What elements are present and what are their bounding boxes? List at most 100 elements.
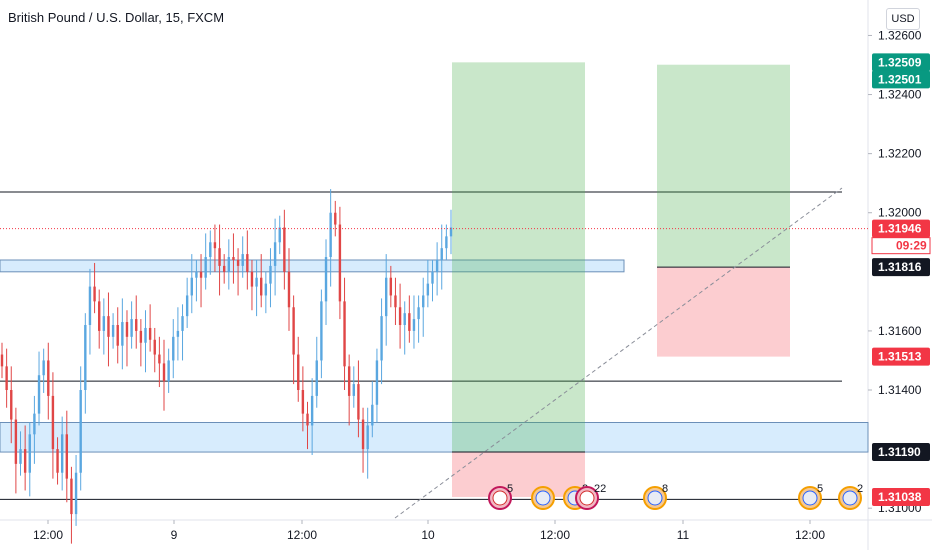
candle-body <box>324 257 328 302</box>
trend-line <box>394 187 843 519</box>
candle-body <box>60 434 64 473</box>
time-tick-label: 11 <box>677 528 690 542</box>
candle-body <box>255 277 258 287</box>
candle-body <box>139 330 143 343</box>
price-tag-label: 1.32509 <box>878 55 922 69</box>
price-tag <box>872 487 930 506</box>
price-tick-label: 1.31400 <box>878 383 922 397</box>
candle-body <box>250 271 254 287</box>
position-1-profit <box>657 64 790 268</box>
time-tick-label: 12:00 <box>33 528 63 542</box>
event-marker-us[interactable] <box>838 486 862 510</box>
time-tick-label: 12:00 <box>287 528 317 542</box>
candle-body <box>33 413 36 435</box>
candle-body <box>88 286 92 325</box>
candle-body <box>144 327 147 343</box>
candle-body <box>246 254 249 272</box>
countdown-label: 09:29 <box>896 239 927 253</box>
candle-body <box>287 271 291 308</box>
candle-body <box>56 449 59 473</box>
candle-body <box>222 265 226 272</box>
candle-body <box>431 271 434 284</box>
candle-body <box>422 295 425 308</box>
candle-body <box>278 227 281 243</box>
countdown-box <box>871 237 931 255</box>
price-tag <box>872 347 930 366</box>
candle-body <box>107 316 110 337</box>
candle-body <box>283 227 286 272</box>
price-tag <box>872 219 930 238</box>
candle-body <box>260 277 263 296</box>
candle-body <box>315 360 318 396</box>
candle-body <box>352 384 355 396</box>
price-tag <box>872 53 930 72</box>
candle-body <box>449 227 453 237</box>
candle-body <box>125 322 129 337</box>
candle-body <box>158 354 161 364</box>
price-tag-label: 1.31816 <box>878 260 922 274</box>
candle-body <box>93 286 96 302</box>
candle-body <box>102 316 106 331</box>
candle-body <box>148 327 152 340</box>
candle-body <box>320 301 323 361</box>
event-marker-count: 5 <box>817 483 823 495</box>
candle-body <box>84 325 87 390</box>
candle-body <box>74 472 78 515</box>
candle-body <box>10 390 13 420</box>
candle-body <box>204 257 207 278</box>
candle-body <box>380 316 383 361</box>
candle-body <box>297 354 300 390</box>
candle-body <box>181 316 184 331</box>
candle-body <box>130 319 133 337</box>
candle-body <box>213 242 217 249</box>
candle-body <box>167 360 170 382</box>
currency-button[interactable]: USD <box>886 8 920 30</box>
candle-body <box>408 313 411 331</box>
candle-body <box>14 419 18 464</box>
candle-body <box>310 395 314 426</box>
candle-body <box>162 363 166 382</box>
candle-body <box>199 271 203 278</box>
candle-body <box>375 360 379 405</box>
candle-body <box>42 360 45 376</box>
candle-body <box>28 434 31 473</box>
candle-body <box>366 425 369 450</box>
event-marker-gb[interactable] <box>488 486 512 510</box>
candle-body <box>338 224 342 302</box>
position-0-profit <box>452 62 585 453</box>
candle-body <box>389 277 393 296</box>
candle-body <box>435 260 439 272</box>
price-tag-label: 1.32501 <box>878 72 922 86</box>
event-marker-us[interactable] <box>643 486 667 510</box>
candle-body <box>227 257 231 272</box>
event-marker-gb[interactable] <box>575 486 599 510</box>
zone-support <box>0 422 869 453</box>
event-marker-count: 22 <box>594 483 606 495</box>
position-0-loss <box>452 452 585 497</box>
price-tick-label: 1.32000 <box>878 206 922 220</box>
candle-body <box>172 336 175 361</box>
candle-body <box>394 295 397 308</box>
event-marker-us[interactable] <box>531 486 555 510</box>
candle-body <box>334 212 337 225</box>
candle-body <box>98 301 101 331</box>
candle-body <box>51 395 55 450</box>
candle-body <box>357 384 360 420</box>
candle-body <box>343 301 346 367</box>
candle-body <box>79 390 82 473</box>
candle-body <box>426 283 430 296</box>
price-tick-label: 1.32400 <box>878 88 922 102</box>
time-tick-label: 10 <box>421 528 435 542</box>
candle-body <box>403 313 406 325</box>
price-tick-label: 1.32200 <box>878 147 922 161</box>
event-marker-us[interactable] <box>798 486 822 510</box>
zone-resistance <box>0 259 625 273</box>
price-tag <box>872 443 930 462</box>
candle-body <box>195 271 198 278</box>
candle-body <box>236 260 240 266</box>
candle-body <box>176 330 180 337</box>
candle-body <box>185 295 189 317</box>
price-tag-label: 1.31038 <box>878 490 922 504</box>
candle-body <box>306 413 309 426</box>
